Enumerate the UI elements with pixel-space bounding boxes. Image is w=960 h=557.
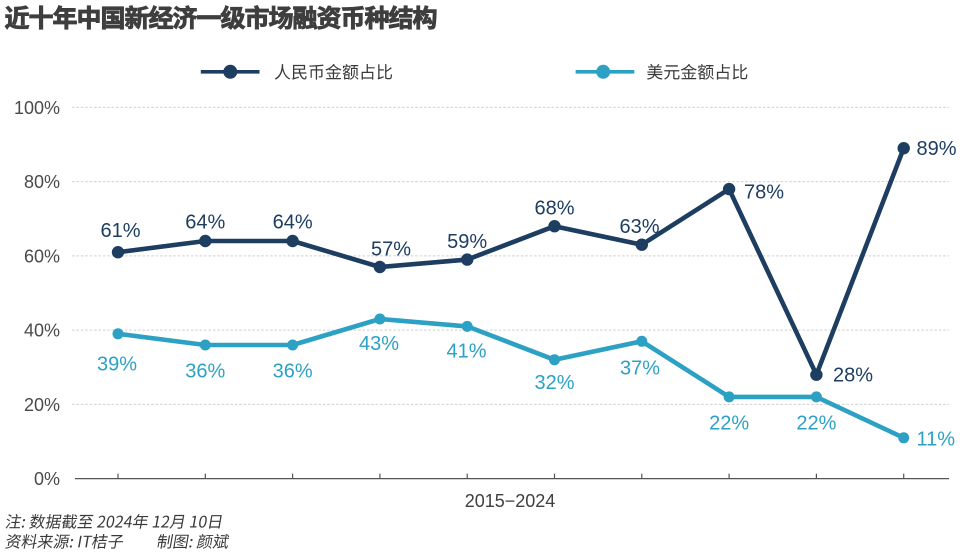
svg-text:36%: 36% [185,361,225,383]
svg-text:0%: 0% [34,469,60,489]
svg-text:20%: 20% [24,395,60,415]
svg-text:22%: 22% [796,413,836,435]
svg-text:78%: 78% [744,182,784,204]
svg-text:64%: 64% [185,211,225,233]
svg-text:80%: 80% [24,172,60,192]
svg-text:2015−2024: 2015−2024 [465,491,556,511]
svg-text:36%: 36% [273,361,313,383]
svg-text:40%: 40% [24,321,60,341]
svg-text:32%: 32% [534,372,574,394]
svg-text:59%: 59% [447,231,487,253]
svg-text:64%: 64% [273,211,313,233]
svg-text:43%: 43% [359,333,399,355]
svg-text:60%: 60% [24,246,60,266]
svg-text:37%: 37% [620,358,660,380]
svg-text:11%: 11% [917,429,956,451]
svg-text:61%: 61% [100,220,140,242]
svg-text:63%: 63% [619,216,659,238]
svg-text:39%: 39% [97,354,137,376]
svg-text:57%: 57% [371,238,411,260]
svg-text:89%: 89% [917,138,957,160]
svg-text:28%: 28% [833,365,873,387]
svg-text:68%: 68% [534,198,574,220]
svg-text:100%: 100% [14,98,60,118]
svg-text:41%: 41% [446,341,486,363]
svg-text:22%: 22% [709,413,749,435]
